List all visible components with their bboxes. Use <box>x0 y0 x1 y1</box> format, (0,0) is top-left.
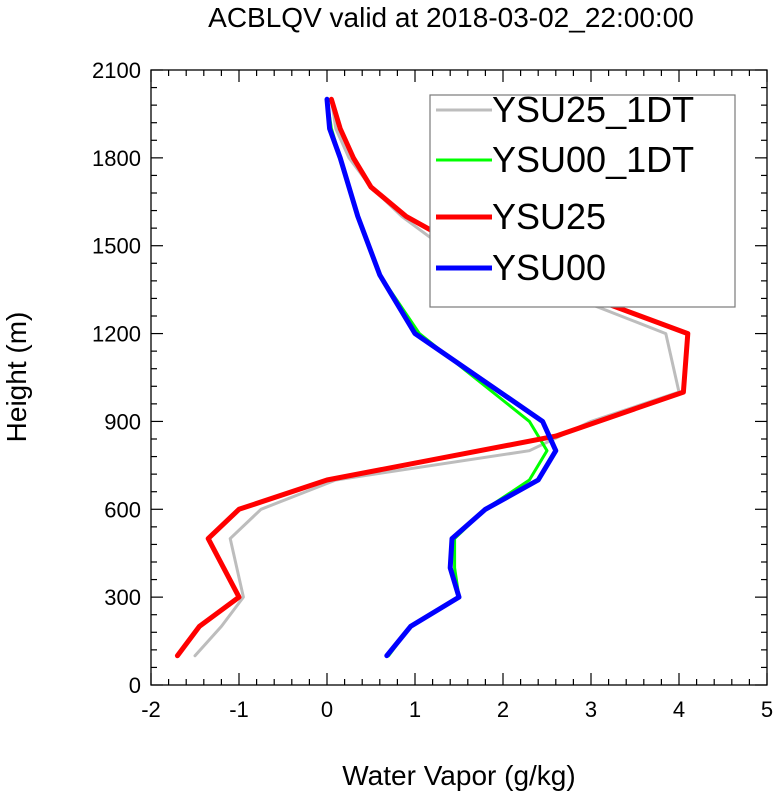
x-tick-label: 4 <box>673 697 685 722</box>
y-tick-label: 2100 <box>92 58 141 83</box>
y-tick-label: 900 <box>104 409 141 434</box>
y-tick-label: 1500 <box>92 234 141 259</box>
legend: YSU25_1DT YSU00_1DT YSU25 YSU00 <box>429 89 736 308</box>
y-tick-label: 600 <box>104 497 141 522</box>
y-tick-labels: 0 300 600 900 1200 1500 1800 2100 <box>92 58 141 698</box>
series-line-ysu00 <box>324 96 559 659</box>
series-layer <box>174 96 691 659</box>
legend-label: YSU00_1DT <box>492 139 694 180</box>
y-tick-label: 0 <box>129 673 141 698</box>
x-tick-label: 0 <box>321 697 333 722</box>
plot-frame <box>150 69 768 686</box>
y-tick-label: 300 <box>104 585 141 610</box>
x-tick-label: 2 <box>497 697 509 722</box>
legend-items: YSU25_1DT YSU00_1DT YSU25 YSU00 <box>436 89 694 288</box>
x-tick-label: -2 <box>141 697 161 722</box>
legend-label: YSU25_1DT <box>492 89 694 130</box>
x-tick-label: -1 <box>229 697 249 722</box>
y-tick-label: 1800 <box>92 146 141 171</box>
legend-label: YSU00 <box>492 247 606 288</box>
x-axis-label: Water Vapor (g/kg) <box>342 760 575 791</box>
series-line-ysu25 <box>174 96 691 659</box>
y-axis-label: Height (m) <box>1 312 32 443</box>
chart-title: ACBLQV valid at 2018-03-02_22:00:00 <box>208 2 694 33</box>
x-tick-label: 5 <box>761 697 773 722</box>
x-tick-labels: -2 -1 0 1 2 3 4 5 <box>141 697 773 722</box>
x-tick-label: 3 <box>585 697 597 722</box>
y-tick-label: 1200 <box>92 322 141 347</box>
legend-box <box>429 94 736 308</box>
x-tick-label: 1 <box>409 697 421 722</box>
legend-label: YSU25 <box>492 196 606 237</box>
axis-ticks <box>150 69 768 686</box>
